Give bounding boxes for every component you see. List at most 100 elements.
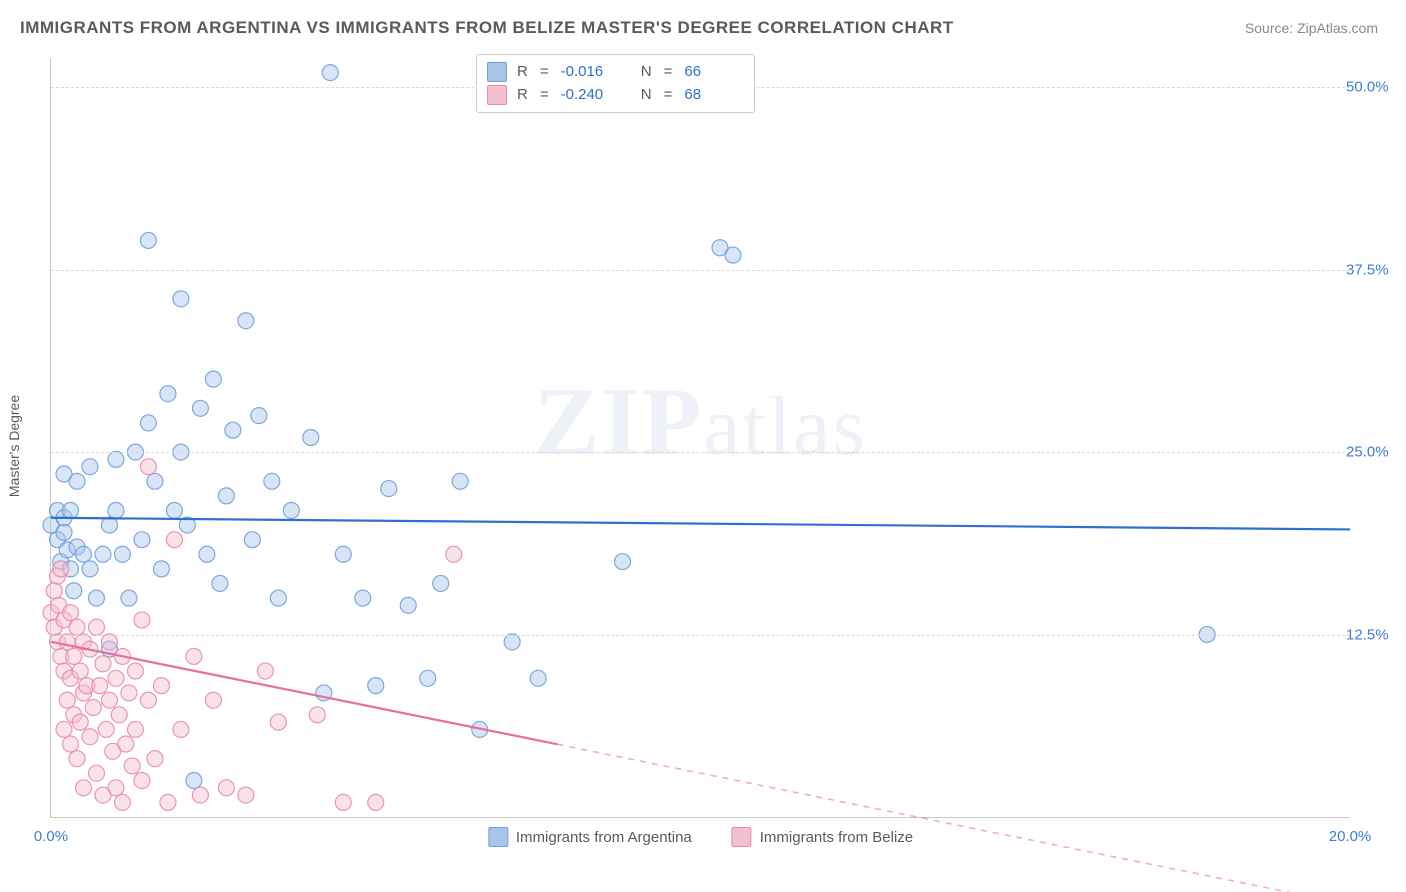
data-point-belize [88,619,104,635]
y-tick-label: 25.0% [1346,444,1402,461]
data-point-belize [66,648,82,664]
data-point-belize [62,605,78,621]
data-point-argentina [56,524,72,540]
legend-row-belize: R = -0.240 N = 68 [487,84,740,107]
legend-label-belize: Immigrants from Belize [760,829,913,846]
data-point-argentina [66,583,82,599]
data-point-belize [101,634,117,650]
data-point-argentina [82,459,98,475]
data-point-argentina [82,561,98,577]
data-point-argentina [225,422,241,438]
data-point-belize [147,751,163,767]
legend-row-argentina: R = -0.016 N = 66 [487,61,740,84]
legend-r-val-belize: -0.240 [561,84,617,107]
data-point-belize [98,721,114,737]
data-point-belize [270,714,286,730]
data-point-belize [46,583,62,599]
data-point-belize [85,700,101,716]
data-point-argentina [615,554,631,570]
trend-line-dashed-belize [558,744,1350,892]
data-point-belize [56,721,72,737]
grid-line [51,452,1350,453]
data-point-argentina [725,247,741,263]
legend-label-argentina: Immigrants from Argentina [516,829,692,846]
eq-sign: = [664,61,673,84]
data-point-belize [368,794,384,810]
chart-title: IMMIGRANTS FROM ARGENTINA VS IMMIGRANTS … [20,18,954,38]
data-point-argentina [355,590,371,606]
data-point-belize [140,459,156,475]
data-point-argentina [173,291,189,307]
source-attribution: Source: ZipAtlas.com [1245,20,1378,36]
data-point-belize [140,692,156,708]
data-point-belize [153,678,169,694]
data-point-argentina [75,546,91,562]
data-point-belize [69,751,85,767]
y-axis-title: Master's Degree [6,395,22,497]
source-value: ZipAtlas.com [1297,20,1378,36]
swatch-belize [732,827,752,847]
data-point-belize [121,685,137,701]
swatch-argentina [487,62,507,82]
data-point-argentina [270,590,286,606]
data-point-argentina [283,502,299,518]
trend-line-argentina [51,518,1350,530]
data-point-belize [160,794,176,810]
data-point-belize [192,787,208,803]
chart-svg [51,58,1350,817]
y-tick-label: 50.0% [1346,79,1402,96]
data-point-belize [53,561,69,577]
data-point-argentina [504,634,520,650]
data-point-belize [108,780,124,796]
data-point-argentina [140,415,156,431]
data-point-argentina [121,590,137,606]
data-point-argentina [62,502,78,518]
data-point-argentina [199,546,215,562]
data-point-argentina [166,502,182,518]
data-point-belize [257,663,273,679]
data-point-belize [127,721,143,737]
data-point-argentina [335,546,351,562]
data-point-belize [186,648,202,664]
data-point-argentina [192,400,208,416]
data-point-argentina [153,561,169,577]
data-point-belize [111,707,127,723]
plot-area: ZIPatlas R = -0.016 N = 66 R = -0.240 N … [50,58,1350,818]
source-label: Source: [1245,20,1293,36]
legend-series: Immigrants from Argentina Immigrants fro… [488,827,913,847]
data-point-belize [72,663,88,679]
x-tick-label: 0.0% [34,828,68,845]
data-point-belize [335,794,351,810]
data-point-argentina [108,502,124,518]
data-point-belize [114,794,130,810]
data-point-argentina [530,670,546,686]
data-point-belize [69,619,85,635]
legend-n-val-belize: 68 [684,84,740,107]
grid-line [51,635,1350,636]
legend-item-argentina: Immigrants from Argentina [488,827,692,847]
eq-sign: = [540,84,549,107]
data-point-belize [127,663,143,679]
data-point-belize [92,678,108,694]
data-point-argentina [140,232,156,248]
data-point-argentina [433,575,449,591]
data-point-belize [118,736,134,752]
data-point-argentina [400,597,416,613]
data-point-belize [62,736,78,752]
data-point-argentina [186,773,202,789]
legend-r-label: R [517,84,528,107]
data-point-argentina [381,481,397,497]
data-point-belize [218,780,234,796]
data-point-belize [309,707,325,723]
x-tick-label: 20.0% [1329,828,1372,845]
data-point-argentina [452,473,468,489]
data-point-belize [108,670,124,686]
data-point-belize [446,546,462,562]
data-point-argentina [160,386,176,402]
data-point-argentina [205,371,221,387]
data-point-argentina [212,575,228,591]
data-point-argentina [322,65,338,81]
data-point-argentina [134,532,150,548]
legend-r-val-argentina: -0.016 [561,61,617,84]
data-point-belize [82,729,98,745]
